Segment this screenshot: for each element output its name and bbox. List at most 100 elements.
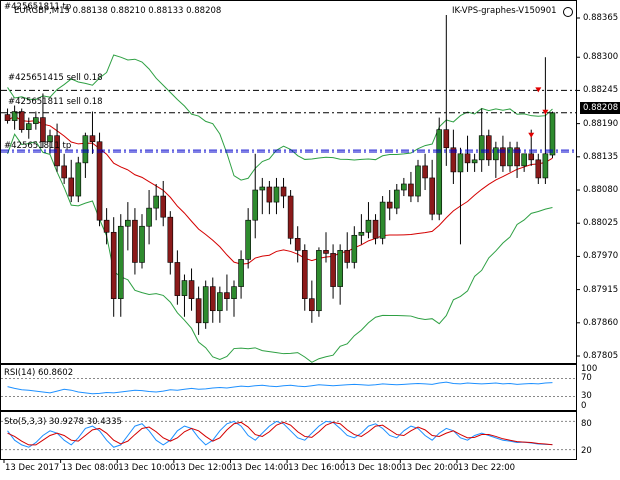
time-tick-label: 13 Dec 20:00 bbox=[401, 463, 459, 473]
candle-body bbox=[54, 135, 60, 167]
symbol-info-overlap: #425651811 tp bbox=[4, 2, 71, 12]
current-price-box: 0.88208 bbox=[580, 102, 620, 114]
price-tick-label: 0.88245 bbox=[583, 85, 619, 96]
time-tick-label: 13 Dec 18:00 bbox=[344, 463, 402, 473]
candle-body bbox=[146, 207, 152, 227]
candle-body bbox=[125, 219, 131, 227]
rsi-level-30: 30 bbox=[581, 391, 592, 401]
candle-body bbox=[330, 253, 336, 287]
candle-body bbox=[195, 298, 202, 324]
price-tick-label: 0.88300 bbox=[583, 52, 619, 63]
candle-body bbox=[181, 280, 188, 296]
candle-body bbox=[202, 286, 209, 324]
stoch-level-80: 80 bbox=[581, 419, 592, 429]
smiley-icon[interactable] bbox=[563, 7, 573, 17]
stoch-main-line bbox=[7, 420, 553, 448]
candle-body bbox=[160, 195, 167, 218]
candle-body bbox=[457, 153, 464, 173]
candle-body bbox=[89, 135, 96, 143]
candle-body bbox=[507, 147, 513, 167]
candle-body bbox=[344, 250, 351, 263]
candle-body bbox=[266, 186, 273, 203]
candle-body bbox=[110, 231, 117, 299]
candle-body bbox=[25, 123, 32, 130]
price-tick-label: 0.87860 bbox=[583, 317, 619, 328]
candle-body bbox=[471, 159, 478, 164]
candle-body bbox=[309, 298, 315, 312]
bollinger-upper-line bbox=[7, 54, 553, 181]
stoch-level-20: 20 bbox=[581, 446, 592, 456]
candle-body bbox=[139, 225, 145, 263]
candle-body bbox=[500, 147, 506, 167]
price-tick-label: 0.87805 bbox=[583, 351, 619, 361]
candle-body bbox=[493, 147, 499, 161]
candle-body bbox=[365, 219, 372, 233]
candle-body bbox=[372, 219, 379, 239]
symbol-info: EURGBP,M15 0.88138 0.88210 0.88133 0.882… bbox=[14, 6, 221, 16]
candle-body bbox=[252, 189, 259, 221]
candle-body bbox=[485, 135, 492, 161]
candle-body bbox=[117, 225, 124, 299]
time-tick-label: 13 Dec 14:00 bbox=[231, 463, 289, 473]
candle-body bbox=[393, 189, 400, 209]
bollinger-lower-line bbox=[7, 133, 553, 363]
candle-body bbox=[301, 250, 308, 299]
stoch-title: Sto(5,3,3) 30.9278 30.4335 bbox=[4, 417, 122, 427]
order-label-1: #425651415 sell 0.18 bbox=[8, 73, 103, 83]
rsi-level-100: 100 bbox=[581, 364, 598, 374]
rsi-line bbox=[7, 381, 553, 395]
candle-body bbox=[132, 219, 138, 263]
candle-body bbox=[231, 286, 237, 299]
main-pane-frame bbox=[0, 0, 577, 364]
price-tick-label: 0.88365 bbox=[583, 13, 619, 23]
candle-body bbox=[408, 183, 414, 197]
rsi-level-0: 0 bbox=[581, 401, 587, 411]
candle-body bbox=[549, 112, 556, 156]
candle-body bbox=[528, 153, 535, 161]
candle-body bbox=[464, 153, 471, 164]
candle-body bbox=[11, 111, 18, 121]
price-tick-label: 0.88190 bbox=[583, 118, 619, 129]
candle-body bbox=[316, 250, 322, 312]
indicator-title-text: IK-VPS-graphes-V150901 bbox=[452, 6, 557, 16]
candle-body bbox=[47, 135, 53, 143]
candle-body bbox=[535, 159, 542, 179]
candle-body bbox=[351, 234, 358, 263]
time-tick-label: 13 Dec 12:00 bbox=[174, 463, 233, 473]
time-tick-label: 13 Dec 16:00 bbox=[288, 463, 346, 473]
candle-body bbox=[337, 250, 343, 287]
rsi-level-70: 70 bbox=[581, 373, 592, 383]
rsi-pane-frame bbox=[0, 364, 577, 411]
candles bbox=[4, 14, 556, 335]
order-label-3: #425651811 tp bbox=[4, 141, 72, 151]
candle-body bbox=[358, 231, 365, 236]
indicator-title: IK-VPS-graphes-V150901 bbox=[452, 6, 557, 16]
candle-body bbox=[209, 286, 216, 312]
ma-line bbox=[7, 115, 553, 265]
candle-body bbox=[280, 186, 287, 197]
candle-body bbox=[443, 129, 450, 149]
candle-body bbox=[245, 219, 251, 260]
symbol-info-text: EURGBP,M15 0.88138 0.88210 0.88133 0.882… bbox=[14, 6, 222, 16]
candle-body bbox=[153, 195, 159, 209]
candle-body bbox=[167, 216, 174, 263]
rsi-title: RSI(14) 60.8602 bbox=[4, 368, 74, 378]
candle-body bbox=[450, 147, 457, 173]
time-tick-label: 13 Dec 22:00 bbox=[457, 463, 516, 473]
candle-body bbox=[429, 177, 435, 215]
candle-body bbox=[188, 280, 195, 299]
order-label-2: #425651811 sell 0.18 bbox=[8, 97, 103, 107]
candle-body bbox=[294, 238, 301, 251]
candle-body bbox=[238, 259, 244, 287]
moving-average bbox=[7, 115, 553, 265]
candle-body bbox=[4, 114, 11, 121]
order-lines bbox=[1, 89, 576, 153]
price-tick-label: 0.88135 bbox=[583, 151, 619, 162]
candle-body bbox=[273, 186, 280, 203]
candle-body bbox=[478, 135, 485, 161]
price-tick-label: 0.87970 bbox=[583, 251, 619, 262]
overlap-tp-label: #425651811 tp bbox=[4, 2, 72, 12]
price-tick-label: 0.88080 bbox=[583, 185, 619, 196]
candle-body bbox=[68, 177, 75, 197]
